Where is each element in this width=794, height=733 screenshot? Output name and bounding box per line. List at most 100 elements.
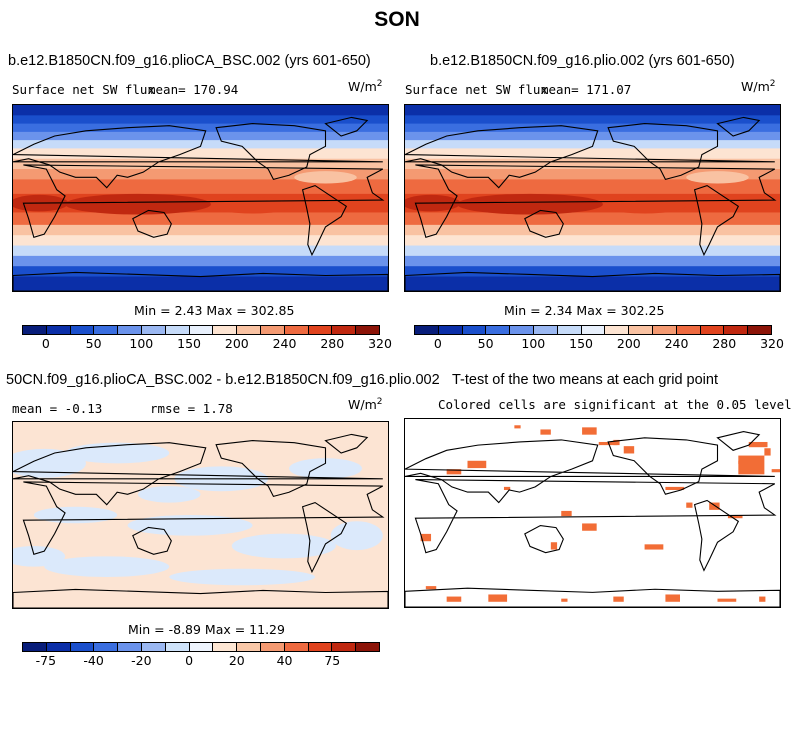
colorbar-tick-label: 0 (41, 336, 50, 351)
flux-band (13, 245, 388, 257)
coastline (608, 438, 717, 494)
coastline (525, 526, 564, 553)
significant-cell (420, 533, 432, 542)
colorbar-tick-label: 100 (129, 336, 154, 351)
colorbar-swatch (46, 326, 71, 334)
colorbar-tick-label: 280 (320, 336, 345, 351)
significant-cell (613, 439, 620, 446)
significant-cell (446, 469, 462, 475)
colorbar-tick-label: 280 (712, 336, 737, 351)
max-flux-region (210, 196, 295, 214)
colorbar-swatch (23, 326, 47, 334)
colorbar-swatch (510, 326, 534, 334)
colorbar-tick-labels: 0 50 100 150 200 240 280 320 (22, 336, 392, 351)
flux-band (13, 224, 388, 236)
colorbar-swatch (165, 326, 190, 334)
mean-label: mean= 171.07 (541, 82, 632, 97)
flux-map (12, 104, 389, 292)
coastline (405, 272, 780, 291)
colorbar-swatch (189, 643, 214, 651)
flux-band (13, 266, 388, 278)
flux-band (405, 266, 780, 278)
colorbar-swatch (70, 643, 95, 651)
ttest-title: T-test of the two means at each grid poi… (452, 372, 718, 388)
negative-difference-region (289, 458, 362, 479)
mean-label: mean = -0.13 (12, 401, 103, 416)
panel-case-title: b.e12.B1850CN.f09_g16.plioCA_BSC.002 (yr… (8, 53, 371, 69)
difference-title: 50CN.f09_g16.plioCA_BSC.002 - b.e12.B185… (6, 372, 440, 388)
significant-cell (748, 441, 768, 448)
flux-region (686, 171, 749, 184)
colorbar-swatch (70, 326, 95, 334)
significant-cell (467, 460, 487, 469)
colorbar-swatch (260, 326, 285, 334)
colorbar-tick-labels: 0 50 100 150 200 240 280 320 (414, 336, 784, 351)
map-canvas (405, 105, 780, 291)
flux-band (13, 105, 388, 116)
significant-cell (540, 429, 551, 435)
colorbar-tick-label: 150 (177, 336, 201, 351)
colorbar-tick-label: -75 (35, 653, 57, 668)
flux-band (405, 131, 780, 141)
coastline (133, 210, 172, 237)
coastline (718, 117, 760, 136)
flux-band (405, 179, 780, 195)
colorbar-swatch (284, 643, 309, 651)
flux-region (294, 171, 357, 184)
colorbar-swatch (748, 326, 771, 334)
difference-map (12, 421, 389, 609)
colorbar-swatch (533, 326, 558, 334)
coastline (13, 126, 383, 188)
mean-label: mean= 170.94 (148, 82, 239, 97)
units-label: W/m2 (348, 79, 383, 95)
coastline (13, 272, 388, 291)
max-flux-region (602, 196, 687, 214)
colorbar-tick-labels: -75 -40 -20 0 20 40 75 (22, 653, 380, 668)
flux-band (405, 148, 780, 160)
colorbar-swatch (237, 643, 261, 651)
coastline (695, 500, 739, 570)
variable-label: Surface net SW flux (12, 82, 155, 97)
colorbar-swatch (415, 326, 439, 334)
flux-band (405, 115, 780, 125)
ttest-subtitle: Colored cells are significant at the 0.0… (438, 397, 792, 412)
map-canvas (405, 419, 780, 607)
flux-map (404, 104, 781, 292)
colorbar-swatch (118, 643, 142, 651)
colorbar-swatch (332, 326, 357, 334)
flux-band (405, 140, 780, 149)
colorbar-swatch (213, 643, 238, 651)
colorbar-swatch (652, 326, 677, 334)
coastline (216, 441, 325, 497)
significant-cell (561, 598, 568, 602)
colorbar-tick-label: 240 (272, 336, 297, 351)
colorbar-swatch (700, 326, 725, 334)
flux-band (13, 140, 388, 149)
colorbar-swatch (581, 326, 606, 334)
map-canvas (13, 422, 388, 608)
coastline (133, 527, 172, 554)
colorbar-swatch (237, 326, 261, 334)
coastline (608, 124, 717, 180)
flux-band (405, 123, 780, 133)
colorbar-swatch (260, 643, 285, 651)
negative-difference-region (169, 568, 316, 586)
max-flux-region (65, 193, 211, 215)
flux-band (13, 115, 388, 125)
min-max-stats: Min = 2.34 Max = 302.25 (504, 303, 665, 318)
significant-cell (644, 544, 664, 550)
coastline (303, 186, 347, 255)
flux-band (13, 169, 388, 180)
colorbar-tick-label: 200 (616, 336, 641, 351)
significant-cell (665, 486, 685, 491)
colorbar (414, 325, 772, 335)
colorbar-tick-label: 40 (276, 653, 293, 668)
flux-band (13, 158, 388, 170)
colorbar-swatch (94, 643, 119, 651)
flux-band (13, 131, 388, 141)
colorbar-swatch (118, 326, 142, 334)
coastline (326, 117, 368, 136)
colorbar-swatch (356, 326, 379, 334)
colorbar-swatch (356, 643, 379, 651)
colorbar-swatch (213, 326, 238, 334)
